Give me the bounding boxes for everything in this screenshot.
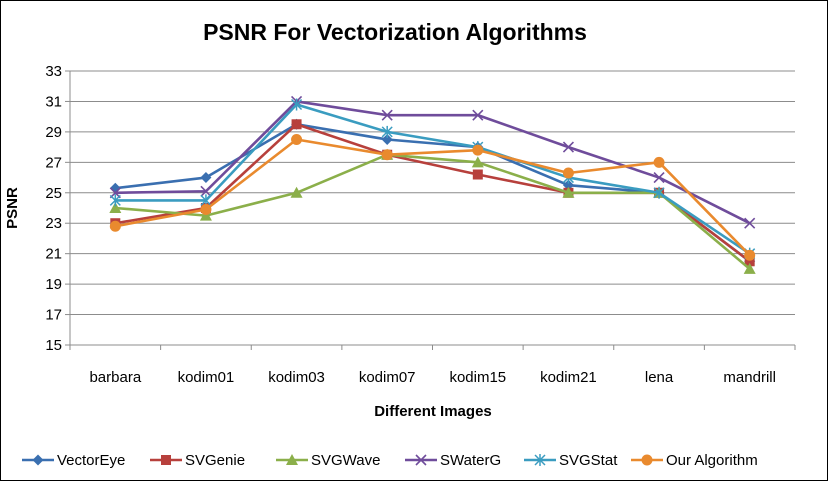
x-axis-title: Different Images — [374, 403, 492, 420]
y-tick-label: 17 — [45, 307, 62, 324]
x-tick-label: kodim01 — [178, 369, 235, 386]
data-point — [109, 202, 122, 213]
data-point — [381, 134, 393, 145]
data-point — [199, 209, 212, 221]
data-point — [743, 262, 756, 274]
data-point — [653, 171, 665, 184]
y-tick-label: 31 — [45, 93, 62, 110]
data-point — [291, 119, 302, 130]
y-tick-label: 33 — [45, 63, 62, 80]
x-tick-label: kodim15 — [449, 369, 506, 386]
x-tick-label: kodim07 — [359, 369, 416, 386]
gridlines — [70, 70, 795, 316]
legend-marker — [534, 454, 546, 466]
series-swaterg — [109, 95, 756, 229]
data-point — [109, 220, 121, 232]
data-point — [744, 249, 756, 261]
data-point — [290, 186, 303, 198]
data-point — [200, 185, 212, 197]
legend-label: SVGWave — [311, 452, 380, 469]
y-tick-label: 21 — [45, 246, 62, 263]
x-tick-labels: barbara kodim01 kodim03 kodim07 kodim15 kodim… — [89, 369, 775, 386]
y-tick-label: 27 — [45, 154, 62, 171]
data-point — [200, 172, 212, 184]
legend-marker — [161, 455, 171, 465]
series-line — [115, 100, 751, 225]
legend-marker — [286, 454, 298, 465]
data-point — [291, 98, 303, 111]
x-tick-label: barbara — [89, 369, 141, 386]
legend-item: SWaterG — [405, 452, 501, 469]
data-point — [109, 194, 121, 207]
data-point — [471, 156, 484, 168]
legend-item: SVGenie — [150, 452, 245, 469]
data-point — [381, 125, 393, 138]
series-line — [115, 153, 751, 270]
y-tick-label: 29 — [45, 124, 62, 141]
series-group — [109, 95, 756, 274]
legend-label: Our Algorithm — [666, 452, 758, 469]
data-point — [744, 217, 756, 229]
legend-label: VectorEye — [57, 452, 125, 469]
y-tick-labels: 15 17 19 21 23 25 27 29 31 33 — [45, 63, 62, 354]
legend: VectorEye SVGenie SVGWave SWaterG SVGStat Our… — [22, 452, 758, 469]
data-point — [562, 167, 574, 179]
data-point — [291, 134, 303, 145]
data-point — [562, 186, 575, 198]
y-tick-label: 23 — [45, 215, 62, 232]
x-tick-label: kodim03 — [268, 369, 325, 386]
data-point — [744, 256, 755, 267]
x-tick-label: mandrill — [723, 369, 776, 386]
data-point — [472, 144, 484, 156]
data-point — [653, 156, 665, 168]
legend-item: VectorEye — [22, 452, 125, 469]
legend-item: Our Algorithm — [631, 452, 758, 469]
chart-title: PSNR For Vectorization Algorithms — [203, 19, 587, 45]
legend-item: SVGWave — [276, 452, 380, 469]
series-line — [115, 103, 751, 255]
axes — [65, 70, 796, 350]
y-tick-label: 15 — [45, 337, 62, 354]
series-our-algorithm — [109, 134, 756, 261]
x-tick-label: kodim21 — [540, 369, 597, 386]
data-point — [562, 141, 575, 153]
legend-label: SVGenie — [185, 452, 245, 469]
x-tick-label: lena — [645, 369, 674, 386]
legend-label: SWaterG — [440, 452, 501, 469]
y-axis-title: PSNR — [4, 187, 21, 229]
legend-label: SVGStat — [559, 452, 618, 469]
data-point — [472, 109, 484, 121]
legend-marker — [641, 454, 653, 466]
data-point — [653, 186, 665, 199]
legend-marker — [32, 454, 44, 466]
series-line — [115, 138, 751, 257]
data-point — [381, 149, 393, 161]
legend-item: SVGStat — [524, 452, 618, 469]
legend-marker — [415, 454, 427, 466]
data-point — [472, 169, 483, 180]
data-point — [200, 204, 212, 216]
data-point — [381, 109, 393, 121]
y-tick-label: 19 — [45, 276, 62, 293]
y-tick-label: 25 — [45, 185, 62, 202]
